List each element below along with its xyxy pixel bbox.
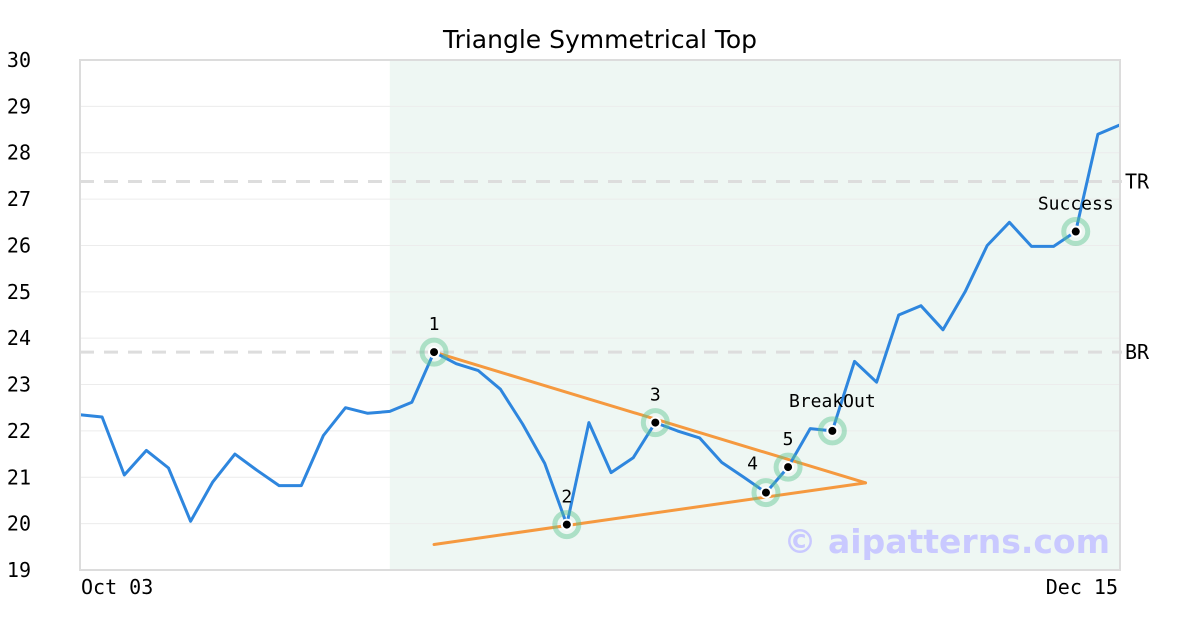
y-tick-label: 29 bbox=[7, 94, 31, 118]
y-tick-label: 28 bbox=[7, 141, 31, 165]
x-tick-label: Dec 15 bbox=[1046, 575, 1118, 599]
point-marker bbox=[649, 416, 662, 429]
y-tick-label: 27 bbox=[7, 187, 31, 211]
point-marker bbox=[782, 461, 795, 474]
y-tick-label: 22 bbox=[7, 419, 31, 443]
point-marker bbox=[560, 518, 573, 531]
y-tick-label: 19 bbox=[7, 558, 31, 582]
y-tick-label: 23 bbox=[7, 373, 31, 397]
point-label: 1 bbox=[429, 314, 440, 335]
point-marker bbox=[826, 424, 839, 437]
y-tick-label: 24 bbox=[7, 326, 31, 350]
point-highlight-ring bbox=[552, 510, 582, 540]
y-tick-label: 26 bbox=[7, 233, 31, 257]
triangle-trendline bbox=[432, 350, 868, 485]
point-highlight-ring bbox=[751, 478, 781, 508]
point-label: 3 bbox=[650, 385, 661, 406]
point-highlight-ring bbox=[773, 452, 803, 482]
price-series-line bbox=[79, 123, 1121, 527]
point-label: 2 bbox=[561, 487, 572, 508]
point-highlight-ring bbox=[419, 337, 449, 367]
level-label: TR bbox=[1125, 169, 1150, 193]
chart-title: Triangle Symmetrical Top bbox=[442, 25, 757, 54]
point-highlight-ring bbox=[640, 408, 670, 438]
y-tick-label: 21 bbox=[7, 465, 31, 489]
point-label: 5 bbox=[783, 429, 794, 450]
watermark: © aipatterns.com bbox=[784, 522, 1110, 561]
point-label: 4 bbox=[747, 454, 758, 475]
plot-border bbox=[79, 59, 1121, 571]
y-tick-label: 25 bbox=[7, 280, 31, 304]
point-marker bbox=[428, 346, 441, 359]
y-tick-label: 20 bbox=[7, 512, 31, 536]
point-marker bbox=[759, 486, 772, 499]
point-highlight-ring bbox=[817, 416, 847, 446]
y-tick-label: 30 bbox=[7, 48, 31, 72]
point-highlight-ring bbox=[1061, 217, 1091, 247]
point-label: Success bbox=[1038, 194, 1114, 215]
x-tick-label: Oct 03 bbox=[81, 575, 153, 599]
triangle-trendline bbox=[432, 481, 868, 546]
point-marker bbox=[1069, 225, 1082, 238]
level-label: BR bbox=[1125, 340, 1150, 364]
point-label: BreakOut bbox=[789, 391, 876, 412]
